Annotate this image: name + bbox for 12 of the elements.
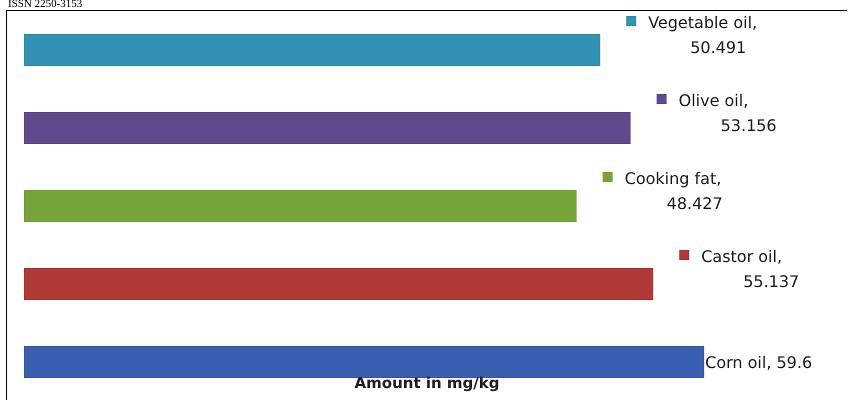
- bar: [24, 190, 577, 222]
- bar: [24, 268, 654, 300]
- x-axis-title: Amount in mg/kg: [354, 374, 500, 392]
- data-label: Castor oil, 55.137: [701, 247, 800, 291]
- bar: [24, 112, 631, 144]
- data-label: Cooking fat, 48.427: [624, 169, 723, 213]
- bar: [24, 346, 704, 378]
- data-label: Vegetable oil, 50.491: [648, 13, 758, 57]
- text: ISSN 2250-3153: [8, 0, 82, 10]
- data-label: Olive oil, 53.156: [678, 91, 777, 135]
- data-label: Corn oil, 59.6: [705, 353, 812, 372]
- bar: [24, 34, 600, 66]
